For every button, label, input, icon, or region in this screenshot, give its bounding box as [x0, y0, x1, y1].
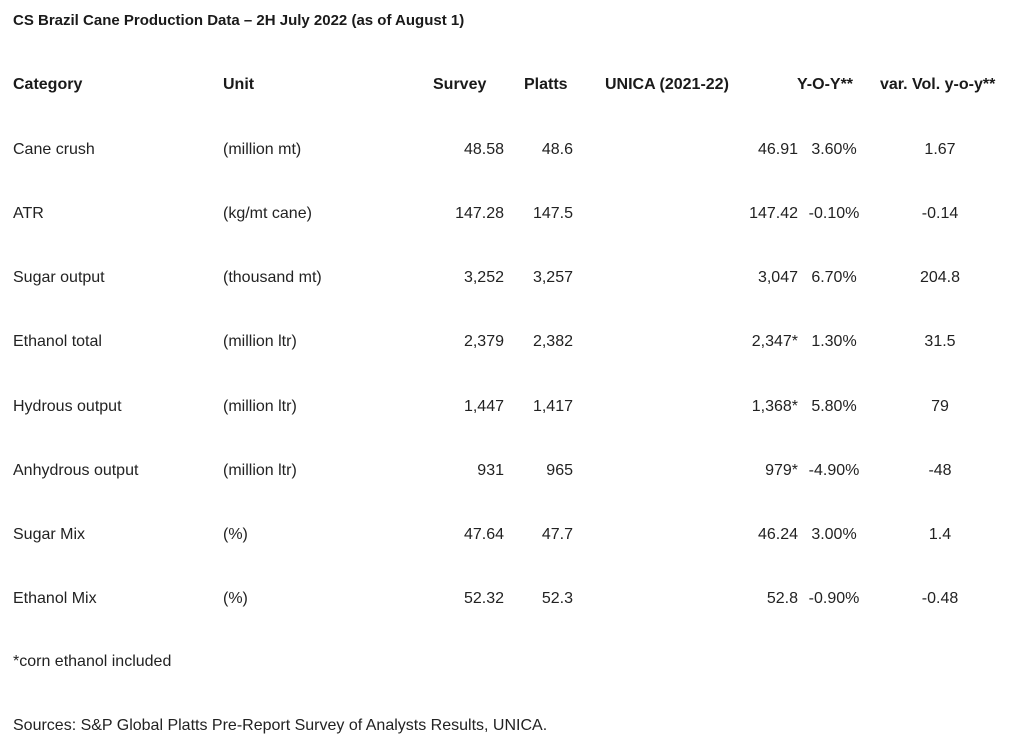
- cell-var-vol: 79: [931, 398, 949, 415]
- sources-note: Sources: S&P Global Platts Pre-Report Su…: [13, 717, 548, 734]
- cell-unit: (thousand mt): [223, 269, 322, 286]
- header-platts: Platts: [524, 76, 568, 93]
- cell-unit: (%): [223, 590, 248, 607]
- cell-unica: 979*: [765, 462, 798, 479]
- cell-unit: (million ltr): [223, 398, 297, 415]
- cell-category: Sugar output: [13, 269, 105, 286]
- cell-unica: 147.42: [749, 205, 798, 222]
- cell-category: Hydrous output: [13, 398, 122, 415]
- cell-survey: 931: [477, 462, 504, 479]
- cell-platts: 965: [546, 462, 573, 479]
- header-yoy: Y-O-Y**: [797, 76, 854, 93]
- cell-unica: 46.91: [757, 141, 798, 158]
- cell-survey: 3,252: [463, 269, 504, 286]
- cell-platts: 47.7: [541, 526, 573, 543]
- cell-var-vol: 204.8: [919, 269, 961, 286]
- footnote: *corn ethanol included: [13, 653, 172, 670]
- cell-unica: 52.8: [766, 590, 798, 607]
- cell-var-vol: -0.14: [921, 205, 959, 222]
- cell-unica: 46.24: [757, 526, 798, 543]
- header-survey: Survey: [433, 76, 487, 93]
- cell-unica: 1,368*: [751, 398, 798, 415]
- cell-yoy: 6.70%: [811, 269, 857, 286]
- cell-var-vol: -0.48: [921, 590, 959, 607]
- cell-unit: (kg/mt cane): [223, 205, 312, 222]
- cell-survey: 48.58: [463, 141, 504, 158]
- cell-category: Ethanol total: [13, 333, 102, 350]
- cell-category: ATR: [13, 205, 44, 222]
- cell-unit: (million ltr): [223, 333, 297, 350]
- cell-yoy: 1.30%: [811, 333, 857, 350]
- cell-yoy: 3.60%: [811, 141, 857, 158]
- header-category: Category: [13, 76, 83, 93]
- cell-survey: 52.32: [463, 590, 504, 607]
- cell-platts: 48.6: [541, 141, 573, 158]
- cell-var-vol: 31.5: [924, 333, 956, 350]
- cell-unit: (million mt): [223, 141, 302, 158]
- cell-platts: 3,257: [532, 269, 573, 286]
- cell-category: Anhydrous output: [13, 462, 139, 479]
- page-title: CS Brazil Cane Production Data – 2H July…: [13, 12, 465, 29]
- cell-survey: 47.64: [463, 526, 504, 543]
- header-var-vol: var. Vol. y-o-y**: [880, 76, 996, 93]
- cell-platts: 1,417: [532, 398, 573, 415]
- cell-unit: (%): [223, 526, 248, 543]
- cell-unica: 3,047: [757, 269, 798, 286]
- cell-platts: 52.3: [541, 590, 573, 607]
- cell-var-vol: 1.4: [928, 526, 952, 543]
- cell-unica: 2,347*: [751, 333, 798, 350]
- header-unica: UNICA (2021-22): [605, 76, 729, 93]
- cell-platts: 2,382: [532, 333, 573, 350]
- cell-survey: 2,379: [463, 333, 504, 350]
- cell-yoy: -0.10%: [808, 205, 860, 222]
- cell-category: Ethanol Mix: [13, 590, 97, 607]
- cell-survey: 1,447: [463, 398, 504, 415]
- cell-category: Sugar Mix: [13, 526, 86, 543]
- cell-category: Cane crush: [13, 141, 95, 158]
- header-unit: Unit: [223, 76, 255, 93]
- cell-yoy: 3.00%: [811, 526, 857, 543]
- cell-yoy: 5.80%: [811, 398, 857, 415]
- cell-var-vol: 1.67: [924, 141, 956, 158]
- cell-unit: (million ltr): [223, 462, 297, 479]
- cell-yoy: -4.90%: [808, 462, 860, 479]
- cell-survey: 147.28: [455, 205, 504, 222]
- cell-var-vol: -48: [928, 462, 952, 479]
- cell-platts: 147.5: [532, 205, 573, 222]
- cell-yoy: -0.90%: [808, 590, 860, 607]
